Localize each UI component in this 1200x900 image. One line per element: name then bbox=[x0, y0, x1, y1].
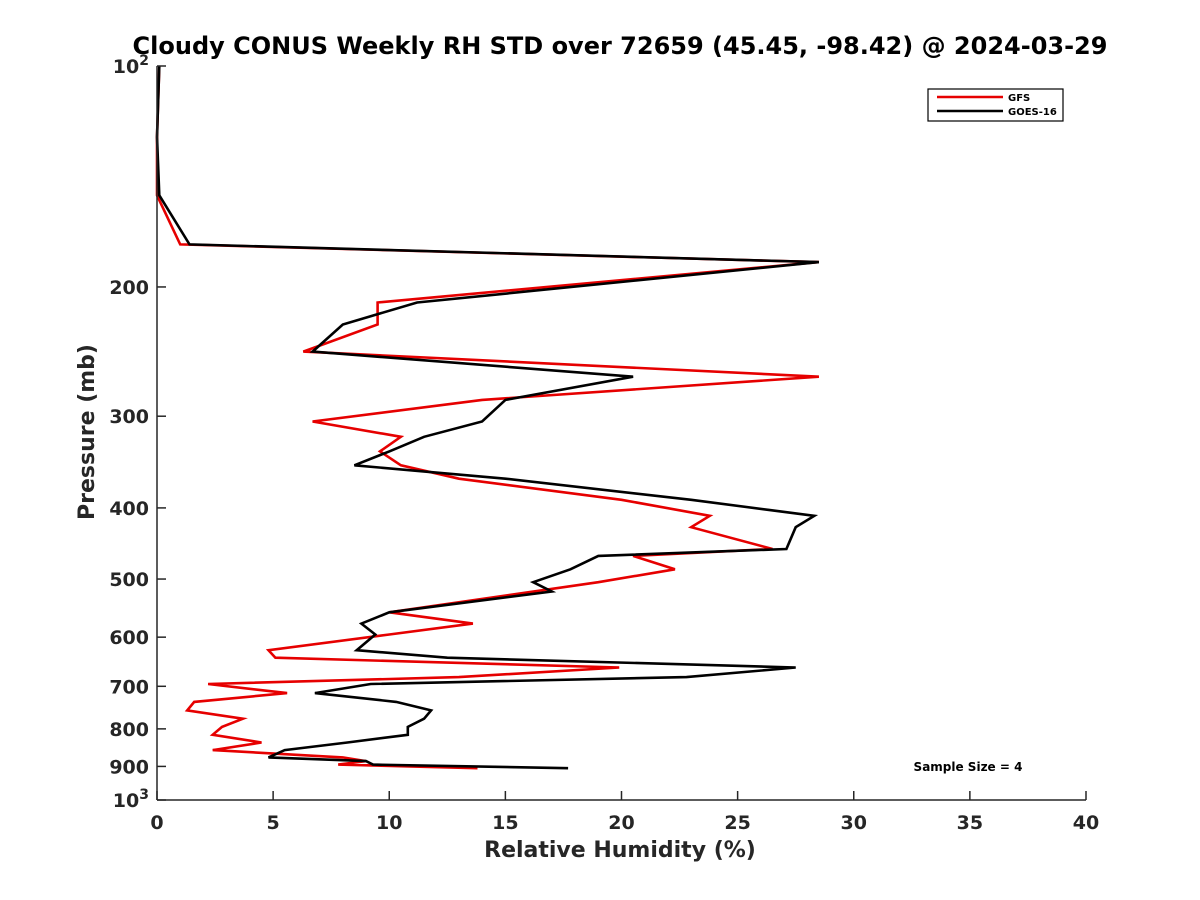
x-tick-label: 5 bbox=[267, 812, 280, 834]
x-tick-label: 25 bbox=[724, 812, 750, 834]
legend: GFS GOES-16 bbox=[927, 88, 1064, 122]
legend-box bbox=[927, 88, 1064, 122]
x-tick-label: 20 bbox=[608, 812, 634, 834]
chart-title: Cloudy CONUS Weekly RH STD over 72659 (4… bbox=[133, 32, 1108, 60]
x-tick-label: 15 bbox=[492, 812, 518, 834]
y-tick-label: 500 bbox=[109, 569, 149, 591]
y-tick-label: 900 bbox=[109, 756, 149, 778]
x-tick-label: 10 bbox=[376, 812, 402, 834]
y-tick-label: 600 bbox=[109, 627, 149, 649]
x-axis-label: Relative Humidity (%) bbox=[484, 838, 756, 863]
x-axis: 0 5 10 15 20 25 30 35 40 bbox=[150, 791, 1099, 834]
y-axis: 102 200 300 400 500 600 700 800 900 103 bbox=[109, 53, 166, 812]
plot-area bbox=[155, 65, 820, 770]
series-line-gfs bbox=[155, 65, 820, 770]
legend-label-gfs: GFS bbox=[1008, 93, 1030, 104]
y-tick-label: 102 bbox=[113, 53, 149, 78]
y-tick-label: 700 bbox=[109, 676, 149, 698]
x-tick-label: 35 bbox=[957, 812, 983, 834]
sample-size-annotation: Sample Size = 4 bbox=[914, 760, 1023, 774]
x-tick-label: 30 bbox=[841, 812, 867, 834]
y-tick-label: 400 bbox=[109, 498, 149, 520]
series-line-goes16 bbox=[155, 65, 820, 770]
y-axis-label: Pressure (mb) bbox=[75, 344, 100, 520]
x-tick-label: 40 bbox=[1073, 812, 1099, 834]
y-tick-label: 103 bbox=[113, 787, 149, 812]
y-tick-label: 800 bbox=[109, 719, 149, 741]
y-tick-label: 200 bbox=[109, 277, 149, 299]
legend-label-goes16: GOES-16 bbox=[1008, 107, 1057, 118]
y-tick-label: 300 bbox=[109, 406, 149, 428]
x-tick-label: 0 bbox=[150, 812, 163, 834]
